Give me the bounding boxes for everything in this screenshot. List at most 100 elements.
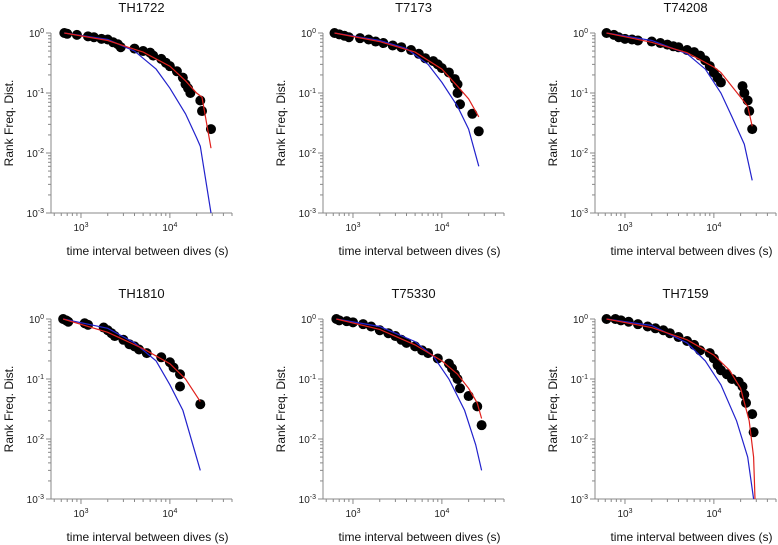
data-point [473, 126, 484, 137]
x-tick-label: 104 [706, 222, 721, 234]
x-axis-label: time interval between dives (s) [66, 244, 228, 258]
x-tick-exp: 4 [445, 222, 449, 229]
y-tick-label: 100 [573, 314, 588, 326]
y-tick-exp: -1 [582, 374, 588, 381]
y-tick-exp: -3 [582, 208, 588, 215]
x-tick-exp: 3 [85, 508, 89, 515]
x-axis-label: time interval between dives (s) [66, 530, 228, 544]
y-tick-label: 10-2 [299, 434, 316, 446]
x-tick-exp: 4 [717, 222, 721, 229]
y-tick-exp: -3 [310, 494, 316, 501]
y-tick-label: 10-2 [571, 434, 588, 446]
data-point [185, 88, 196, 98]
x-tick-label: 103 [617, 508, 632, 520]
panel-title: T74208 [663, 0, 707, 15]
panel-title: T7173 [395, 0, 432, 15]
blue-fit-line [334, 32, 480, 167]
x-tick-base: 10 [345, 223, 357, 234]
data-point [171, 66, 182, 77]
data-point [646, 36, 657, 47]
y-tick-base: 10 [27, 435, 39, 446]
data-point [632, 319, 643, 330]
x-tick-exp: 4 [445, 508, 449, 515]
y-tick-label: 10-1 [27, 374, 44, 386]
y-tick-exp: -2 [582, 148, 588, 155]
y-tick-label: 10-2 [571, 148, 588, 160]
y-tick-label: 10-1 [299, 88, 316, 100]
y-tick-exp: -2 [38, 434, 44, 441]
x-tick-base: 10 [706, 223, 718, 234]
y-tick-label: 100 [29, 28, 44, 40]
panel-th7159: TH7159 100 10-1 10-2 10-3 103 104 time interval… [546, 286, 777, 544]
blue-fit-line [62, 318, 201, 471]
y-tick-exp: -1 [582, 88, 588, 95]
data-point [452, 88, 463, 98]
data-point [747, 409, 758, 420]
x-axis-label: time interval between dives (s) [610, 244, 772, 258]
y-tick-base: 10 [571, 495, 583, 506]
y-tick-base: 10 [29, 29, 41, 40]
data-point [715, 77, 726, 88]
y-axis-label: Rank Freq. Dist. [274, 80, 288, 167]
y-tick-label: 10-3 [27, 208, 44, 220]
y-tick-exp: -1 [310, 88, 316, 95]
x-tick-label: 103 [345, 508, 360, 520]
data-point [343, 32, 354, 43]
data-point [443, 67, 454, 78]
red-fit-line [334, 32, 480, 118]
data-point [195, 399, 206, 410]
x-tick-base: 10 [434, 223, 446, 234]
y-tick-base: 10 [27, 375, 39, 386]
panel-title: TH7159 [662, 286, 708, 301]
data-point [174, 381, 185, 392]
x-tick-exp: 3 [629, 222, 633, 229]
y-tick-base: 10 [301, 29, 313, 40]
y-tick-base: 10 [299, 495, 311, 506]
y-tick-base: 10 [571, 89, 583, 100]
data-point [741, 397, 752, 408]
x-tick-exp: 3 [357, 222, 361, 229]
y-tick-exp: -3 [38, 208, 44, 215]
x-tick-exp: 3 [85, 222, 89, 229]
x-tick-base: 10 [162, 509, 174, 520]
data-point [737, 381, 748, 392]
data-point [463, 391, 474, 402]
y-tick-exp: -3 [582, 494, 588, 501]
x-tick-exp: 4 [717, 508, 721, 515]
y-tick-label: 10-2 [27, 434, 44, 446]
y-tick-exp: 0 [312, 314, 316, 321]
y-tick-label: 10-1 [571, 88, 588, 100]
panel-title: T75330 [391, 286, 435, 301]
y-axis-label: Rank Freq. Dist. [546, 80, 560, 167]
x-tick-base: 10 [345, 509, 357, 520]
x-tick-exp: 4 [173, 222, 177, 229]
y-tick-exp: -3 [38, 494, 44, 501]
data-point [129, 43, 140, 54]
x-axis-label: time interval between dives (s) [610, 530, 772, 544]
y-tick-base: 10 [27, 209, 39, 220]
y-axis-label: Rank Freq. Dist. [2, 80, 16, 167]
y-axis-label: Rank Freq. Dist. [274, 366, 288, 453]
y-tick-exp: -1 [310, 374, 316, 381]
red-fit-line [64, 32, 212, 149]
y-tick-label: 10-3 [299, 494, 316, 506]
y-tick-base: 10 [299, 149, 311, 160]
x-tick-label: 103 [617, 222, 632, 234]
y-tick-label: 10-1 [299, 374, 316, 386]
y-tick-label: 10-1 [571, 374, 588, 386]
y-tick-label: 100 [301, 314, 316, 326]
data-point [615, 315, 626, 326]
y-tick-label: 100 [29, 314, 44, 326]
x-tick-label: 103 [345, 222, 360, 234]
x-tick-base: 10 [434, 509, 446, 520]
data-point [452, 79, 463, 90]
y-tick-exp: -2 [582, 434, 588, 441]
y-tick-label: 100 [573, 28, 588, 40]
x-tick-label: 104 [706, 508, 721, 520]
x-tick-label: 103 [73, 508, 88, 520]
data-point [455, 383, 466, 394]
x-axis-label: time interval between dives (s) [338, 530, 500, 544]
